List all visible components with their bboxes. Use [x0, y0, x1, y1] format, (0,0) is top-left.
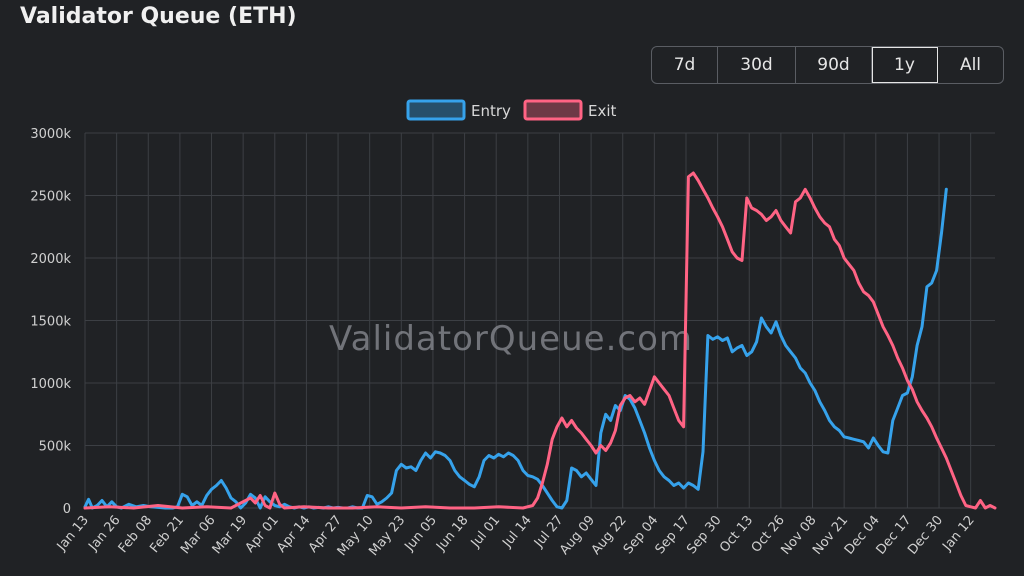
x-tick-label: Sep 30	[684, 513, 725, 557]
y-tick-label: 500k	[39, 440, 72, 455]
x-tick-label: Jul 14	[499, 513, 535, 551]
chart-legend: Entry Exit	[406, 99, 617, 121]
range-30d-button[interactable]: 30d	[718, 47, 796, 83]
x-tick-label: Apr 14	[274, 513, 313, 556]
y-tick-label: 0	[63, 502, 71, 517]
y-tick-label: 1500k	[30, 315, 71, 330]
x-tick-label: Jan 13	[54, 513, 92, 555]
range-1y-button[interactable]: 1y	[872, 47, 938, 83]
y-tick-label: 3000k	[30, 127, 71, 142]
legend-swatch-entry[interactable]	[406, 99, 466, 121]
x-tick-label: Jan 12	[939, 513, 977, 555]
page-title: Validator Queue (ETH)	[20, 4, 297, 29]
x-tick-label: Dec 30	[905, 513, 946, 558]
range-90d-button[interactable]: 90d	[796, 47, 872, 83]
x-tick-label: Mar 19	[210, 513, 251, 557]
time-range-selector: 7d 30d 90d 1y All	[651, 46, 1004, 84]
x-tick-label: Oct 13	[717, 513, 756, 556]
legend-swatch-exit[interactable]	[523, 99, 583, 121]
series-line-exit	[83, 171, 997, 510]
x-tick-label: Jun 05	[402, 513, 440, 555]
y-tick-label: 1000k	[30, 377, 71, 392]
range-7d-button[interactable]: 7d	[652, 47, 718, 83]
x-tick-label: Jul 01	[468, 513, 504, 551]
x-tick-label: Apr 01	[243, 513, 282, 556]
y-axis-ticks: 0 500k 1000k 1500k 2000k 2500k 3000k	[30, 127, 71, 517]
y-tick-label: 2000k	[30, 252, 71, 267]
legend-label-entry[interactable]: Entry	[471, 102, 511, 120]
x-tick-label: Jun 18	[433, 513, 471, 555]
watermark-text: ValidatorQueue.com	[329, 319, 693, 359]
range-all-button[interactable]: All	[938, 47, 1003, 83]
chart-series	[83, 171, 997, 510]
x-tick-label: Feb 08	[116, 513, 156, 556]
series-line-entry	[83, 187, 948, 510]
legend-label-exit[interactable]: Exit	[588, 102, 617, 120]
y-tick-label: 2500k	[30, 190, 71, 205]
